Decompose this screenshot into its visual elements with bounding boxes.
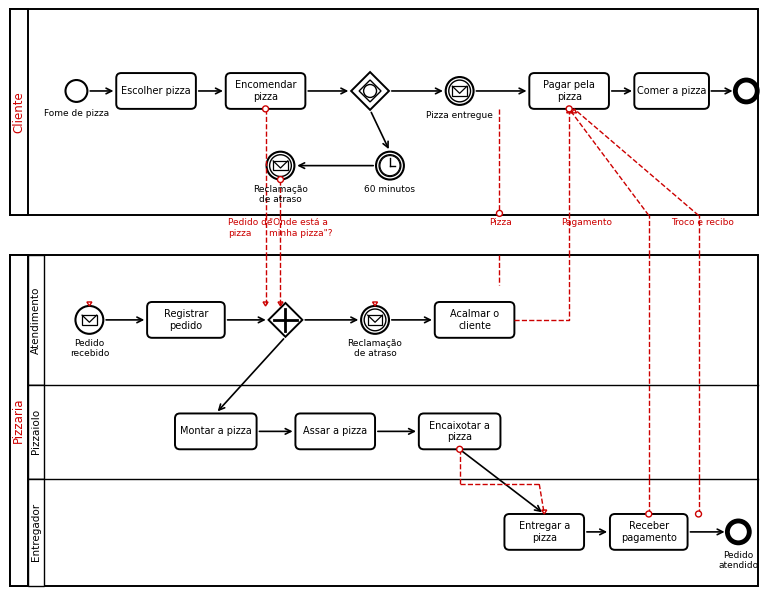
- Circle shape: [277, 177, 283, 183]
- Bar: [10, 255, 28, 585]
- Bar: [28, 255, 44, 384]
- Text: Assar a pizza: Assar a pizza: [303, 427, 367, 436]
- Circle shape: [363, 84, 376, 98]
- Text: Pagamento: Pagamento: [561, 218, 612, 227]
- Text: Reclamação
de atraso: Reclamação de atraso: [348, 339, 402, 358]
- Polygon shape: [359, 80, 381, 102]
- Text: Pedido
recebido: Pedido recebido: [70, 339, 109, 358]
- Circle shape: [445, 77, 474, 105]
- Text: Receber
pagamento: Receber pagamento: [621, 521, 677, 543]
- Circle shape: [496, 211, 502, 217]
- Text: 60 minutos: 60 minutos: [365, 184, 415, 193]
- Text: Entregador: Entregador: [31, 503, 41, 562]
- FancyBboxPatch shape: [296, 414, 375, 449]
- FancyBboxPatch shape: [610, 514, 687, 550]
- Circle shape: [364, 309, 386, 331]
- Text: Montar a pizza: Montar a pizza: [180, 427, 252, 436]
- Circle shape: [735, 80, 757, 102]
- Text: Comer a pizza: Comer a pizza: [637, 86, 707, 96]
- Circle shape: [457, 446, 462, 452]
- Circle shape: [75, 306, 104, 334]
- Circle shape: [65, 80, 88, 102]
- Text: Pizzaria: Pizzaria: [12, 397, 25, 443]
- Text: Cliente: Cliente: [12, 92, 25, 133]
- Circle shape: [263, 106, 269, 112]
- Circle shape: [566, 106, 572, 112]
- Text: Pagar pela
pizza: Pagar pela pizza: [543, 80, 595, 102]
- Circle shape: [449, 80, 471, 102]
- Text: Atendimento: Atendimento: [31, 286, 41, 353]
- FancyBboxPatch shape: [419, 414, 501, 449]
- FancyBboxPatch shape: [634, 73, 709, 109]
- FancyBboxPatch shape: [147, 302, 225, 338]
- Text: Pizza: Pizza: [489, 218, 512, 227]
- Bar: [368, 315, 382, 325]
- Text: Pizzaiolo: Pizzaiolo: [31, 409, 41, 455]
- Circle shape: [270, 155, 291, 177]
- Text: Acalmar o
cliente: Acalmar o cliente: [450, 309, 499, 331]
- Text: Reclamação
de atraso: Reclamação de atraso: [253, 184, 308, 204]
- Text: Pedido de
pizza: Pedido de pizza: [228, 218, 272, 238]
- Bar: [28, 479, 44, 585]
- Polygon shape: [269, 303, 303, 337]
- Circle shape: [376, 152, 404, 180]
- Text: Entregar a
pizza: Entregar a pizza: [518, 521, 570, 543]
- Circle shape: [379, 155, 401, 177]
- FancyBboxPatch shape: [435, 302, 515, 338]
- Circle shape: [727, 521, 750, 543]
- Text: Fome de pizza: Fome de pizza: [44, 109, 109, 118]
- Bar: [10, 10, 28, 215]
- Text: Troco e recibo: Troco e recibo: [670, 218, 733, 227]
- Bar: [10, 255, 758, 585]
- Text: Escolher pizza: Escolher pizza: [121, 86, 191, 96]
- Circle shape: [361, 306, 389, 334]
- FancyBboxPatch shape: [505, 514, 584, 550]
- FancyBboxPatch shape: [529, 73, 609, 109]
- Bar: [10, 10, 758, 215]
- Circle shape: [646, 511, 652, 517]
- Text: "Onde está a
minha pizza"?: "Onde está a minha pizza"?: [269, 218, 332, 238]
- Circle shape: [380, 155, 400, 176]
- Text: Encaixotar a
pizza: Encaixotar a pizza: [429, 421, 490, 442]
- FancyBboxPatch shape: [116, 73, 196, 109]
- Bar: [273, 161, 288, 170]
- FancyBboxPatch shape: [226, 73, 306, 109]
- Bar: [82, 315, 97, 325]
- FancyBboxPatch shape: [175, 414, 257, 449]
- Text: Encomendar
pizza: Encomendar pizza: [235, 80, 296, 102]
- Bar: [28, 384, 44, 479]
- Circle shape: [266, 152, 294, 180]
- Text: Pedido
atendido: Pedido atendido: [718, 551, 759, 570]
- Polygon shape: [351, 72, 389, 110]
- Text: Registrar
pedido: Registrar pedido: [164, 309, 208, 331]
- Text: Pizza entregue: Pizza entregue: [426, 111, 493, 120]
- Circle shape: [696, 511, 701, 517]
- Bar: [452, 86, 467, 96]
